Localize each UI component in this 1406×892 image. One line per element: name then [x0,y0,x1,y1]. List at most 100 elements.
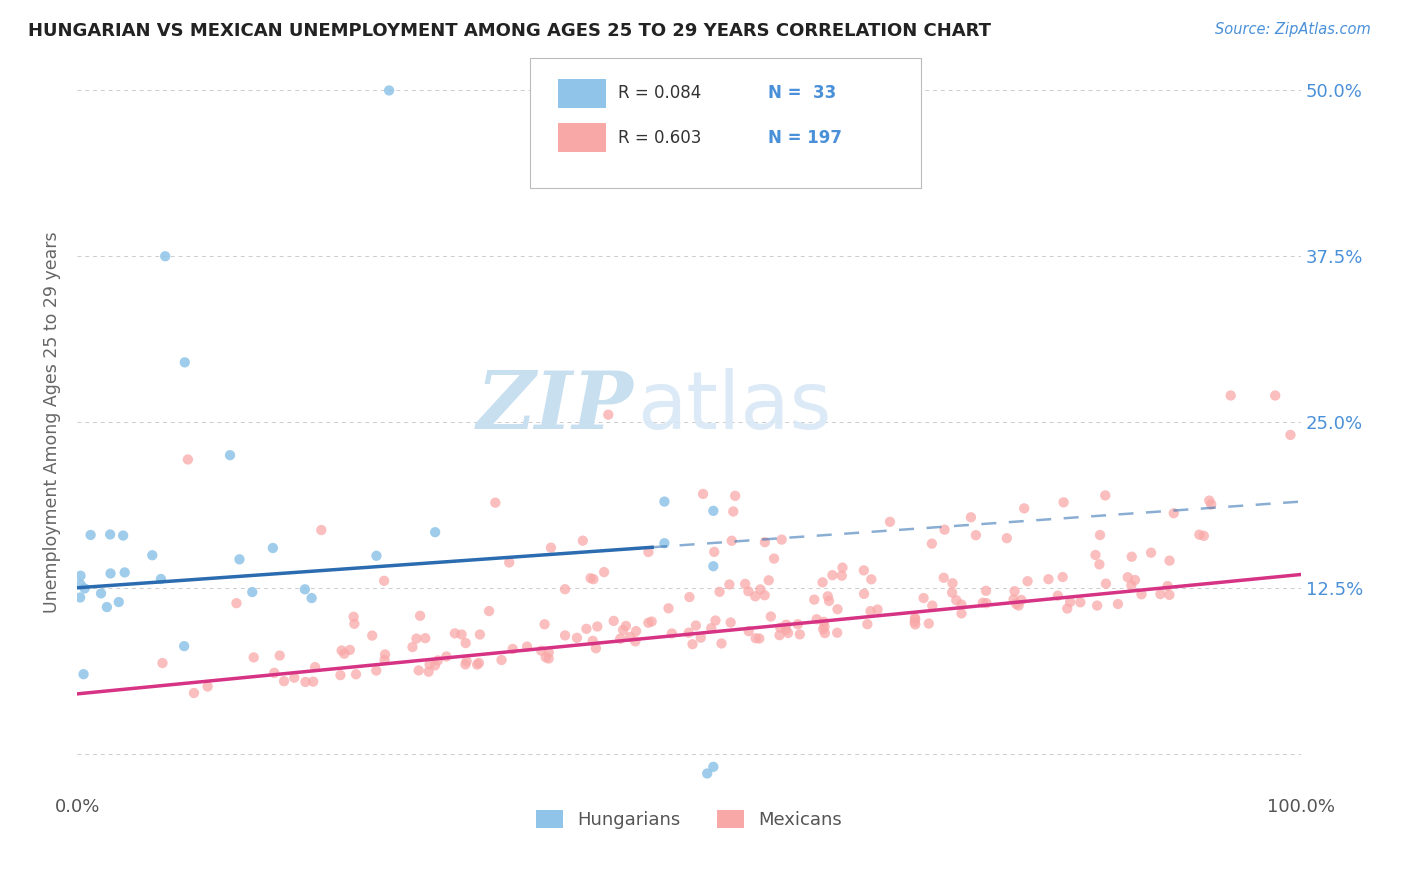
Point [744,589,766,603]
Point [624,634,647,648]
Point [1017,574,1039,589]
Point [339,643,361,657]
Point [614,619,637,633]
Point [378,83,401,97]
Point [737,584,759,599]
Point [811,575,834,590]
Point [582,633,605,648]
FancyBboxPatch shape [558,78,606,108]
Point [950,598,973,612]
Point [624,624,647,639]
Point [598,408,620,422]
Point [484,496,506,510]
Point [612,623,634,637]
Point [619,630,641,644]
Text: N = 197: N = 197 [769,128,842,146]
Y-axis label: Unemployment Among Ages 25 to 29 years: Unemployment Among Ages 25 to 29 years [44,231,60,613]
Point [405,632,427,646]
Point [1052,570,1074,584]
Point [1046,589,1069,603]
Point [579,571,602,585]
Point [813,619,835,633]
Point [1121,578,1143,592]
Point [100,566,122,581]
Point [912,591,935,605]
Point [1199,497,1222,511]
Point [344,667,367,681]
Point [704,614,727,628]
Point [90,586,112,600]
Point [73,582,96,596]
Point [423,525,446,540]
Point [1130,587,1153,601]
FancyBboxPatch shape [530,58,921,188]
Point [498,556,520,570]
Point [423,658,446,673]
Point [738,624,761,639]
Point [960,510,983,524]
Point [585,641,607,656]
Point [640,615,662,629]
Point [419,657,441,672]
Point [786,617,808,632]
Point [748,632,770,646]
Point [373,574,395,588]
Point [1005,597,1028,611]
Text: N =  33: N = 33 [769,84,837,102]
Point [811,622,834,636]
Point [1198,493,1220,508]
Point [302,674,325,689]
Point [700,621,723,635]
Point [304,660,326,674]
Point [759,609,782,624]
Text: Source: ZipAtlas.com: Source: ZipAtlas.com [1215,22,1371,37]
Point [565,631,588,645]
Point [311,523,333,537]
Point [744,632,766,646]
Point [718,577,741,591]
Point [1002,592,1025,607]
Point [934,523,956,537]
Point [806,612,828,626]
Point [775,623,797,637]
Point [654,536,676,550]
Point [491,653,513,667]
Point [609,632,631,646]
Text: HUNGARIAN VS MEXICAN UNEMPLOYMENT AMONG AGES 25 TO 29 YEARS CORRELATION CHART: HUNGARIAN VS MEXICAN UNEMPLOYMENT AMONG … [28,22,991,40]
Point [1010,593,1032,607]
Point [263,665,285,680]
Point [468,627,491,641]
Point [813,615,835,629]
Point [152,656,174,670]
Point [1007,599,1029,613]
Point [444,626,467,640]
Point [586,619,609,633]
Text: R = 0.084: R = 0.084 [617,84,702,102]
Point [860,572,883,586]
Point [582,572,605,586]
Point [114,566,136,580]
Point [1121,549,1143,564]
Point [758,574,780,588]
Point [778,626,800,640]
Point [1084,548,1107,562]
Text: ZIP: ZIP [477,368,634,446]
Point [366,664,388,678]
Point [692,487,714,501]
Point [710,636,733,650]
Point [825,625,848,640]
Point [533,617,555,632]
Point [554,628,576,642]
Point [413,631,436,645]
Point [329,668,352,682]
Point [749,582,772,597]
Point [1004,584,1026,599]
Point [932,571,955,585]
Point [72,667,94,681]
Point [831,560,853,574]
Point [153,249,176,263]
Point [976,596,998,610]
Point [418,665,440,679]
Point [554,582,576,597]
Point [763,551,786,566]
